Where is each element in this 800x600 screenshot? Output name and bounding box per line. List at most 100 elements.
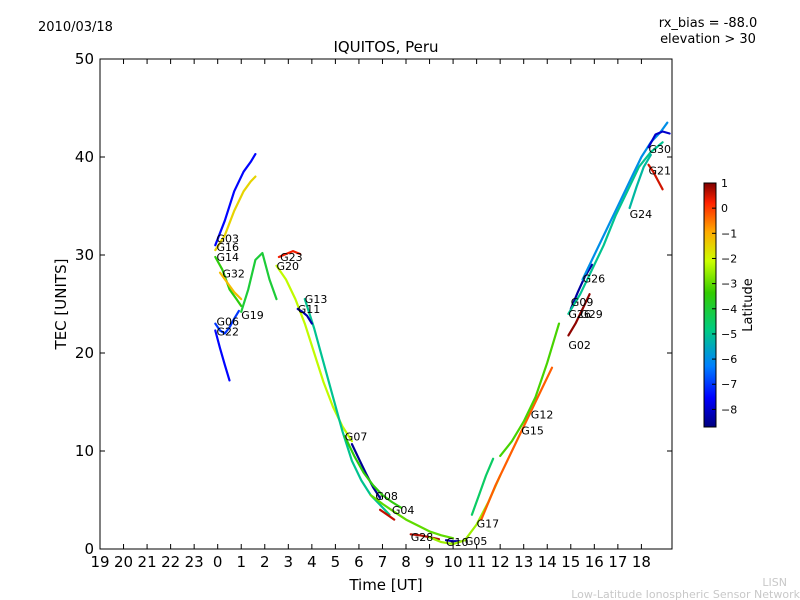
satellite-label: G13: [305, 293, 328, 306]
series-line-g04: [369, 494, 455, 540]
y-tick-label: 10: [75, 442, 94, 460]
x-tick-label: 7: [378, 553, 388, 571]
chart-title: IQUITOS, Peru: [333, 38, 438, 56]
series-line-g16: [214, 175, 257, 252]
x-tick-label: 1: [236, 553, 246, 571]
series-line-g24: [628, 153, 652, 210]
x-tick-label: 16: [585, 553, 604, 571]
series-line-g23: [277, 250, 302, 259]
x-tick-label: 21: [138, 553, 157, 571]
y-tick-label: 20: [75, 344, 94, 362]
colorbar-tick-label: −7: [721, 378, 737, 391]
x-tick-label: 18: [632, 553, 651, 571]
x-tick-label: 8: [401, 553, 411, 571]
satellite-label: G08: [375, 490, 398, 503]
colorbar-tick-label: −5: [721, 328, 737, 341]
colorbar-tick-label: 1: [721, 177, 728, 190]
colorbar-ticks: 1 0 −1 −2 −3 −4 −5 −6 −7 −8: [712, 177, 737, 416]
satellite-label: G29: [580, 308, 603, 321]
colorbar-tick-label: 0: [721, 202, 728, 215]
rx-bias-label: rx_bias = -88.0: [659, 16, 758, 31]
x-tick-label: 13: [514, 553, 533, 571]
x-tick-label: 12: [491, 553, 510, 571]
x-tick-label: 0: [213, 553, 223, 571]
colorbar-tick-label: −1: [721, 227, 737, 240]
x-tick-label: 15: [561, 553, 580, 571]
x-tick-label: 19: [90, 553, 109, 571]
satellite-label: G26: [583, 273, 606, 286]
x-tick-label: 3: [284, 553, 294, 571]
colorbar-tick-label: −4: [721, 303, 737, 316]
x-tick-label: 14: [538, 553, 557, 571]
satellite-label: G09: [571, 296, 594, 309]
satellite-label: G03: [217, 232, 240, 245]
colorbar: [703, 182, 717, 428]
series-line-g08: [343, 435, 403, 509]
elevation-label: elevation > 30: [660, 32, 756, 47]
series-line-g32: [218, 271, 243, 301]
x-tick-label: 20: [114, 553, 133, 571]
series-line-g21: [647, 163, 664, 191]
x-tick-label: 6: [354, 553, 364, 571]
series-line-g02: [567, 293, 591, 337]
series-line-g19: [240, 251, 278, 313]
series-line-g26: [581, 121, 669, 281]
y-axis-ticks: 0 10 20 30 40 50: [75, 50, 672, 558]
footer-lisn: LISN: [762, 576, 787, 589]
colorbar-tick-label: −2: [721, 252, 737, 265]
y-tick-label: 30: [75, 246, 94, 264]
satellite-label: G11: [298, 303, 321, 316]
plot-area: [99, 58, 673, 550]
colorbar-label: Latitude: [741, 278, 756, 332]
satellite-label: G15: [521, 424, 544, 437]
satellite-label: G21: [649, 165, 672, 178]
x-tick-label: 23: [185, 553, 204, 571]
y-axis-label: TEC [UNITS]: [52, 259, 70, 351]
series-line-g07: [350, 443, 382, 500]
series-line-g10: [444, 539, 462, 543]
series-group: [214, 121, 671, 546]
satellite-label: G23: [280, 251, 303, 264]
satellite-label: G32: [222, 268, 245, 281]
satellite-label: G02: [568, 339, 591, 352]
date-label: 2010/03/18: [38, 20, 113, 35]
satellite-label: G05: [465, 535, 488, 548]
series-line-g13: [303, 298, 391, 516]
satellite-label: G10: [446, 536, 469, 549]
series-line-g09: [569, 263, 594, 310]
x-tick-label: 2: [260, 553, 270, 571]
x-axis-label: Time [UT]: [348, 576, 422, 594]
series-line-g30: [647, 130, 671, 149]
satellite-label: G28: [411, 531, 434, 544]
series-line-g11: [296, 307, 313, 325]
satellite-label: G19: [241, 309, 264, 322]
series-line-g06: [214, 309, 240, 335]
series-line-g29: [567, 141, 664, 315]
y-tick-label: 0: [84, 540, 94, 558]
series-line-g21r: [379, 508, 396, 521]
y-tick-label: 40: [75, 148, 94, 166]
satellite-label: G06: [217, 316, 240, 329]
x-tick-label: 5: [331, 553, 341, 571]
series-line-g12: [480, 366, 554, 521]
x-axis-ticks: 19 20 21 22 23 0 1 2 3 4 5 6 7 8 9 10 11 12 13 14 15 16 17 18: [90, 59, 651, 571]
footer-network: Low-Latitude Ionospheric Sensor Network: [571, 588, 800, 600]
series-line-g17: [470, 457, 495, 516]
colorbar-tick-label: −8: [721, 403, 737, 416]
satellite-label: G12: [531, 409, 554, 422]
satellite-label: G04: [392, 504, 415, 517]
satellite-label: G07: [345, 430, 368, 443]
satellite-labels: G03G16G14G32G06G22G19G23G20G13G11G07G08G…: [217, 143, 672, 549]
satellite-label: G14: [217, 251, 240, 264]
x-tick-label: 9: [425, 553, 435, 571]
satellite-label: G22: [217, 325, 240, 338]
colorbar-tick-label: −3: [721, 278, 737, 291]
satellite-label: G24: [630, 208, 653, 221]
satellite-label: G26: [568, 308, 591, 321]
x-tick-label: 10: [444, 553, 463, 571]
x-tick-label: 17: [608, 553, 627, 571]
x-tick-label: 4: [307, 553, 317, 571]
colorbar-tick-label: −6: [721, 353, 737, 366]
satellite-label: G16: [217, 241, 240, 254]
